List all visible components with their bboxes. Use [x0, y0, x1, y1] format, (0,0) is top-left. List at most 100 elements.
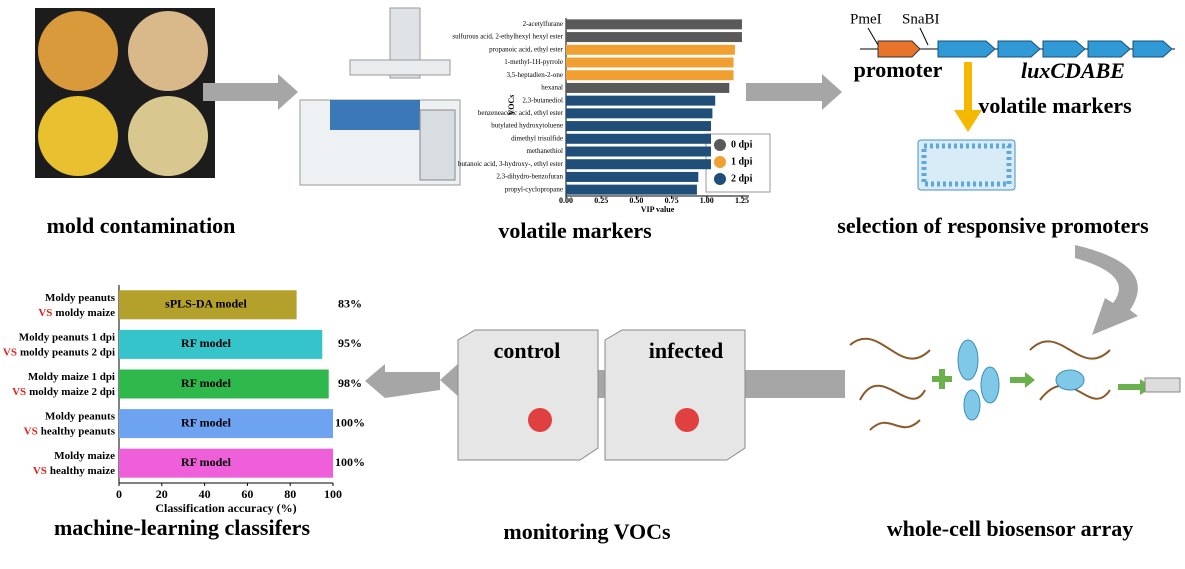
- site-label: PmeI: [850, 11, 882, 27]
- y-tick-label: butanoic acid, 3-hydroxy-, ethyl ester: [458, 160, 564, 168]
- green-arrow: [1118, 379, 1152, 395]
- category-top: Moldy peanuts: [45, 410, 116, 422]
- category-bottom: moldy maize: [55, 306, 115, 318]
- step-label: monitoring VOCs: [503, 519, 671, 544]
- value-label: 83%: [338, 297, 362, 311]
- x-tick-label: 0.00: [559, 196, 573, 205]
- cells: [957, 339, 1085, 421]
- bar: [566, 70, 734, 81]
- bar-label: RF model: [181, 415, 232, 429]
- y-tick-label: 1-methyl-1H-pyrrole: [504, 58, 563, 66]
- bar: [119, 409, 333, 439]
- site-pointer: [919, 27, 929, 46]
- y-tick-label: Moldy maize 1 dpi VS moldy maize 2 dpi: [12, 371, 115, 398]
- well-plate: [1144, 377, 1181, 393]
- y-tick-label: 2-acetylfurane: [523, 20, 563, 28]
- y-tick-label: hexanal: [541, 84, 563, 92]
- y-tick-label: propyl-cyclopropane: [505, 185, 563, 193]
- legend-label: 0 dpi: [731, 139, 753, 150]
- bar: [566, 57, 734, 68]
- plus: [939, 369, 945, 389]
- well-plate: [917, 139, 1016, 191]
- bar: [566, 184, 697, 195]
- lux-label: luxCDABE: [1021, 58, 1125, 83]
- x-tick-label: 1.25: [735, 196, 749, 205]
- bar: [566, 44, 735, 55]
- yellow-arrow: [954, 62, 982, 132]
- bar-label: RF model: [181, 376, 232, 390]
- y-tick-label: Moldy maize VS healthy maize: [33, 450, 115, 477]
- x-tick-label: 20: [156, 487, 168, 501]
- sample: [528, 408, 552, 432]
- category-bottom: moldy peanuts 2 dpi: [20, 346, 115, 358]
- y-tick-label: methanethiol: [526, 147, 563, 155]
- bar: [119, 329, 323, 359]
- step-label: volatile markers: [498, 218, 652, 243]
- legend-label: 1 dpi: [731, 156, 753, 167]
- category-vs: VS: [38, 306, 52, 318]
- y-tick-label: sulfurous acid, 2-ethylhexyl hexyl ester: [452, 33, 563, 41]
- category-top: Moldy peanuts: [45, 291, 116, 303]
- bar: [566, 19, 742, 30]
- bar: [566, 108, 713, 119]
- sample: [675, 408, 699, 432]
- biosensor-illustration: [849, 337, 1111, 431]
- y-tick-label: 2,3-dihydro-benzofuran: [496, 173, 563, 181]
- y-tick-label: 3,5-heptadien-2-one: [506, 71, 563, 79]
- y-axis-label: VOCs: [507, 95, 516, 116]
- bar-label: RF model: [181, 455, 232, 469]
- y-tick-label: propanoic acid, ethyl ester: [489, 45, 564, 53]
- value-label: 95%: [338, 336, 362, 350]
- legend-swatch: [714, 156, 726, 168]
- bar: [566, 159, 711, 170]
- y-tick-label: benzeneacetic acid, ethyl ester: [478, 109, 564, 117]
- legend-swatch: [714, 139, 726, 151]
- x-tick-label: 40: [199, 487, 211, 501]
- bar-label: RF model: [181, 336, 232, 350]
- legend-swatch: [714, 173, 726, 185]
- petri-photo: [35, 8, 215, 178]
- category-bottom: healthy maize: [50, 465, 115, 477]
- x-tick-label: 0.50: [629, 196, 643, 205]
- gc-ms-instrument: [299, 7, 461, 186]
- step-label: machine-learning classifers: [54, 515, 310, 540]
- x-tick-label: 0.75: [665, 196, 679, 205]
- bar: [566, 32, 742, 43]
- site-pointer: [867, 27, 879, 46]
- y-tick-label: Moldy peanuts VS moldy maize: [38, 291, 115, 318]
- category-vs: VS: [33, 465, 47, 477]
- y-tick-label: Moldy peanuts VS healthy peanuts: [24, 410, 116, 437]
- category-vs: VS: [24, 425, 38, 437]
- bar: [119, 369, 329, 399]
- x-axis-label: VIP value: [641, 205, 675, 214]
- y-tick-label: Moldy peanuts 1 dpi VS moldy peanuts 2 dpi: [3, 331, 115, 358]
- bar: [566, 171, 699, 182]
- x-tick-label: 60: [241, 487, 253, 501]
- x-tick-label: 0.25: [594, 196, 608, 205]
- chamber: [457, 329, 746, 461]
- step-label: whole-cell biosensor array: [887, 516, 1133, 541]
- arrow-label: volatile markers: [978, 93, 1132, 118]
- chamber-label: control: [494, 338, 561, 363]
- y-tick-label: 2,3-butanediol: [522, 96, 563, 104]
- value-label: 100%: [335, 415, 365, 429]
- bar: [119, 448, 333, 478]
- promoter-gene: [877, 40, 921, 58]
- promoter-label: promoter: [854, 57, 943, 82]
- category-vs: VS: [3, 346, 17, 358]
- category-bottom: healthy peanuts: [41, 425, 116, 437]
- y-tick-label: dimethyl trisulfide: [511, 134, 563, 142]
- bar: [566, 146, 711, 157]
- x-axis-label: Classification accuracy (%): [155, 501, 296, 515]
- category-top: Moldy peanuts 1 dpi: [19, 331, 115, 343]
- category-top: Moldy maize: [54, 450, 115, 462]
- bar-label: sPLS-DA model: [165, 297, 247, 311]
- site-label: SnaBI: [902, 11, 940, 27]
- step-label: mold contamination: [47, 213, 236, 238]
- x-tick-label: 80: [284, 487, 296, 501]
- value-label: 100%: [335, 455, 365, 469]
- step-label: selection of responsive promoters: [837, 213, 1149, 238]
- green-arrow: [1010, 372, 1035, 388]
- category-top: Moldy maize 1 dpi: [28, 371, 115, 383]
- chamber-label: infected: [649, 338, 724, 363]
